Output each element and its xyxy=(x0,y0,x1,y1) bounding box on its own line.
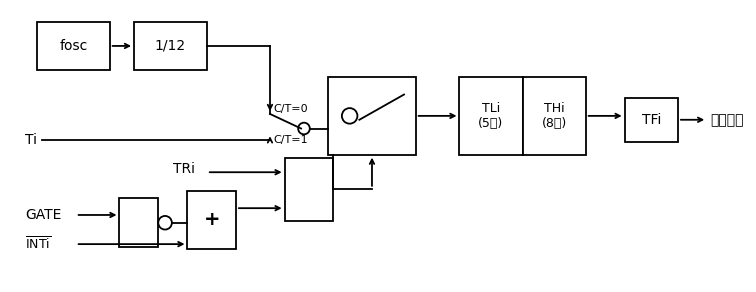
Text: $\overline{\rm INTi}$: $\overline{\rm INTi}$ xyxy=(25,236,51,252)
Text: THi
(8位): THi (8位) xyxy=(541,102,567,130)
Bar xyxy=(522,77,586,155)
Bar xyxy=(460,77,522,155)
Circle shape xyxy=(158,216,172,230)
Bar xyxy=(37,22,110,70)
Circle shape xyxy=(298,123,310,134)
Bar xyxy=(624,98,678,142)
Bar xyxy=(119,199,158,247)
Text: TFi: TFi xyxy=(642,113,661,127)
Text: 中断请求: 中断请求 xyxy=(710,113,744,127)
Text: GATE: GATE xyxy=(25,208,61,222)
Bar xyxy=(134,22,207,70)
Text: +: + xyxy=(203,210,220,229)
Bar xyxy=(328,77,416,155)
Text: 1/12: 1/12 xyxy=(155,39,186,53)
Text: TLi
(5位): TLi (5位) xyxy=(479,102,503,130)
Text: TRi: TRi xyxy=(173,162,195,176)
Text: C/T=0: C/T=0 xyxy=(274,104,308,114)
Text: fosc: fosc xyxy=(59,39,88,53)
Circle shape xyxy=(342,108,358,124)
Bar xyxy=(187,191,236,249)
Text: C/T=1: C/T=1 xyxy=(274,135,308,145)
Text: Ti: Ti xyxy=(25,133,37,147)
Bar xyxy=(284,158,333,221)
